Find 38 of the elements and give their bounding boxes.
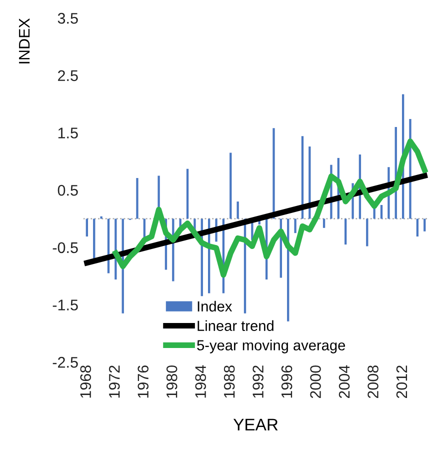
bar [272, 128, 275, 219]
y-tick-label: -0.5 [52, 242, 78, 254]
x-axis-title: YEAR [233, 418, 278, 430]
legend-label: Linear trend [198, 320, 274, 332]
bar [230, 152, 232, 219]
bar [100, 216, 102, 219]
x-tick-label: 2008 [368, 366, 378, 398]
x-tick-label: 1976 [138, 366, 149, 398]
x-tick-label: 1968 [80, 366, 92, 398]
x-tick-label: 1980 [166, 365, 178, 398]
bar [86, 218, 88, 237]
x-tick-label: 1972 [108, 366, 120, 398]
y-tick-label: 1.5 [58, 128, 78, 138]
bar [236, 202, 239, 219]
bar [136, 178, 138, 219]
y-tick-label: 2.5 [58, 70, 78, 82]
x-tick-label: 1996 [281, 366, 292, 398]
y-axis-title: INDEX [19, 18, 30, 64]
y-tick-label: -2.5 [52, 356, 78, 368]
x-tick-label: 1988 [224, 366, 235, 398]
legend-label: 5-year moving average [197, 340, 346, 354]
bar [294, 218, 296, 234]
x-tick-label: 2000 [310, 365, 321, 398]
bar [380, 204, 383, 219]
bar [416, 218, 419, 237]
bar [186, 168, 189, 219]
bar [424, 218, 426, 232]
bar [322, 218, 326, 228]
x-tick-label: 2004 [338, 365, 350, 398]
bar [344, 218, 347, 245]
y-tick-label: 0.5 [58, 184, 78, 196]
x-tick-label: 1992 [252, 366, 264, 398]
legend-label: Index [198, 300, 232, 312]
x-tick-label: 2012 [396, 366, 408, 398]
x-tick-label: 1984 [195, 365, 206, 398]
bar [366, 218, 368, 246]
y-tick-label: -1.5 [52, 300, 78, 310]
y-tick-label: 3.5 [58, 12, 78, 24]
